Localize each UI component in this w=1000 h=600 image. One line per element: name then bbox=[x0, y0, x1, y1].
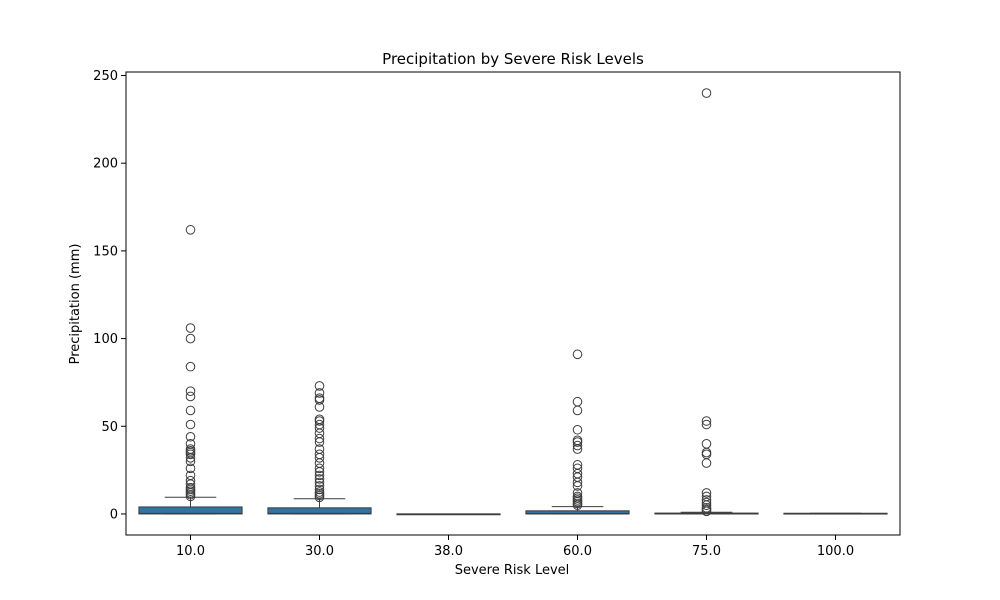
x-tick-label: 30.0 bbox=[305, 544, 334, 559]
x-tick-label: 60.0 bbox=[563, 544, 592, 559]
box-group-10.0 bbox=[138, 225, 243, 515]
box-group-38.0 bbox=[396, 513, 501, 516]
outlier-point bbox=[314, 449, 325, 460]
outlier-point bbox=[185, 463, 196, 474]
outlier-point bbox=[185, 361, 196, 372]
y-tick-label: 100 bbox=[93, 332, 118, 347]
outlier-point bbox=[185, 470, 196, 481]
outlier-point bbox=[314, 481, 325, 491]
outlier-point bbox=[185, 405, 196, 416]
outlier-point bbox=[185, 419, 196, 430]
outlier-point bbox=[185, 323, 196, 333]
y-tick-label: 0 bbox=[110, 507, 118, 522]
y-tick-label: 250 bbox=[93, 69, 118, 84]
box-group-60.0 bbox=[525, 349, 630, 515]
outlier-point bbox=[572, 491, 583, 502]
outlier-point bbox=[701, 416, 712, 426]
x-tick-label: 75.0 bbox=[692, 544, 721, 559]
outlier-point bbox=[314, 487, 325, 497]
outlier-point bbox=[572, 488, 583, 498]
y-tick-label: 200 bbox=[93, 157, 118, 172]
outlier-point bbox=[701, 439, 712, 449]
outlier-point bbox=[701, 497, 712, 508]
axes: 0 50 100 150 200 250 10.0 30.0 38.0 60.0 75.0 100.0 bbox=[93, 69, 901, 559]
outlier-point bbox=[185, 439, 196, 449]
outlier-point bbox=[314, 484, 325, 495]
outlier-point bbox=[185, 225, 196, 235]
outlier-point bbox=[314, 393, 325, 404]
outlier-point bbox=[572, 460, 583, 470]
y-tick-label: 150 bbox=[93, 244, 118, 259]
outlier-point bbox=[701, 488, 712, 498]
outlier-point bbox=[185, 391, 196, 402]
outlier-point bbox=[185, 386, 196, 396]
outlier-point bbox=[701, 503, 712, 513]
x-tick-label: 10.0 bbox=[176, 544, 205, 559]
outlier-point bbox=[572, 424, 583, 435]
outlier-point bbox=[185, 333, 196, 344]
outlier-point bbox=[314, 381, 325, 391]
outlier-point bbox=[572, 396, 583, 407]
outlier-point bbox=[314, 458, 325, 468]
y-axis-label: Precipitation (mm) bbox=[68, 244, 83, 365]
outlier-point bbox=[572, 435, 583, 446]
box-group-100.0 bbox=[783, 512, 888, 515]
box-group-75.0 bbox=[654, 88, 759, 517]
outlier-point bbox=[572, 440, 583, 451]
outlier-point bbox=[314, 474, 325, 484]
chart-title: Precipitation by Severe Risk Levels bbox=[382, 50, 644, 68]
outlier-point bbox=[572, 405, 583, 416]
outlier-point bbox=[185, 444, 196, 454]
plot-frame bbox=[125, 71, 901, 536]
outlier-point bbox=[572, 349, 583, 360]
outlier-point bbox=[701, 491, 712, 502]
outlier-point bbox=[572, 463, 583, 474]
box-group-30.0 bbox=[267, 381, 372, 515]
outlier-point bbox=[314, 388, 325, 398]
outlier-point bbox=[314, 428, 325, 439]
x-tick-label: 38.0 bbox=[434, 544, 463, 559]
outlier-point bbox=[314, 477, 325, 488]
outlier-point bbox=[185, 475, 196, 486]
outlier-point bbox=[701, 495, 712, 505]
y-tick-label: 50 bbox=[101, 420, 118, 435]
outlier-point bbox=[185, 431, 196, 442]
outlier-point bbox=[314, 419, 325, 430]
outlier-point bbox=[314, 463, 325, 474]
plot-area bbox=[138, 88, 888, 517]
outlier-point bbox=[701, 419, 712, 430]
outlier-point bbox=[314, 470, 325, 481]
outlier-point bbox=[701, 88, 712, 98]
outlier-point bbox=[185, 482, 196, 493]
outlier-point bbox=[314, 414, 325, 425]
outlier-point bbox=[701, 458, 712, 468]
outlier-point bbox=[314, 444, 325, 454]
outlier-point bbox=[314, 433, 325, 444]
x-axis-label: Severe Risk Level bbox=[455, 563, 570, 578]
x-tick-label: 100.0 bbox=[817, 544, 854, 559]
